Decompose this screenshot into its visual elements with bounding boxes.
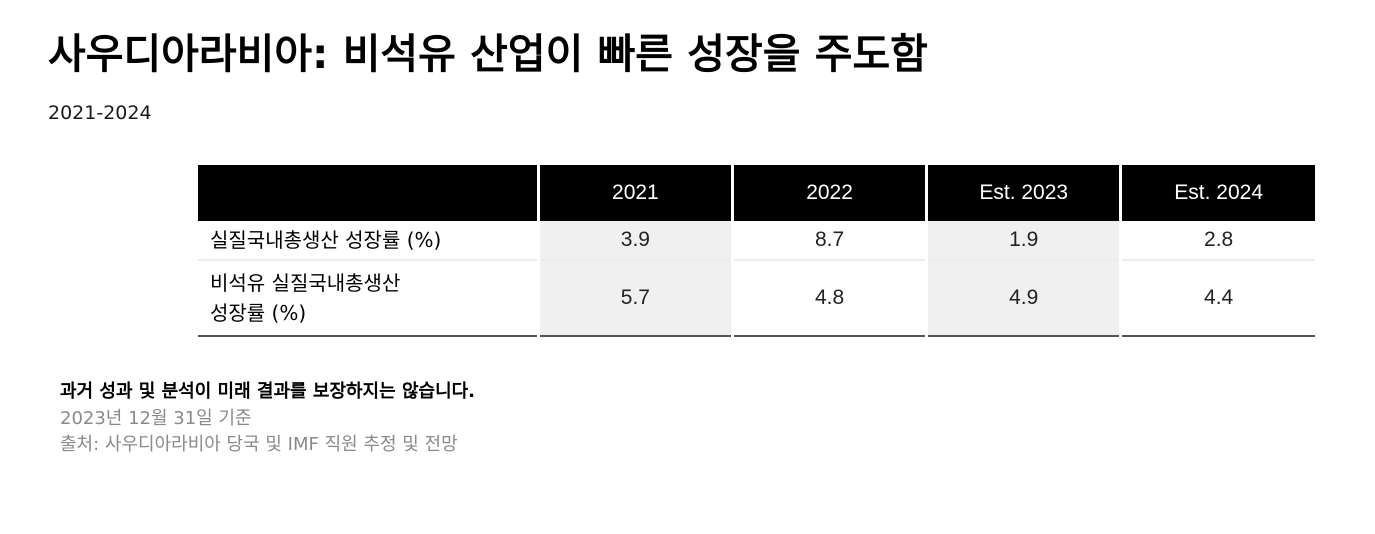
value-non-oil-2021: 5.7 xyxy=(536,260,733,337)
row-label-real-gdp: 실질국내총생산 성장률 (%) xyxy=(198,221,539,261)
header-est-2024: Est. 2024 xyxy=(1119,165,1315,221)
table-row-non-oil-gdp: 비석유 실질국내총생산 성장률 (%) 5.7 4.8 4.9 4.4 xyxy=(198,260,1315,337)
header-est-2023: Est. 2023 xyxy=(925,165,1121,221)
value-real-gdp-2022: 8.7 xyxy=(730,221,927,261)
row-label-non-oil-line1: 비석유 실질국내총생산 xyxy=(210,271,401,295)
source-note: 출처: 사우디아라비아 당국 및 IMF 직원 추정 및 전망 xyxy=(60,434,458,455)
table-header-row: 2021 2022 Est. 2023 Est. 2024 xyxy=(198,165,1315,221)
value-real-gdp-2023: 1.9 xyxy=(925,221,1121,261)
footnotes: 과거 성과 및 분석이 미래 결과를 보장하지는 않습니다. 2023년 12월… xyxy=(60,378,475,458)
gdp-growth-table: 2021 2022 Est. 2023 Est. 2024 실질국내총생산 성장… xyxy=(198,165,1315,337)
table-row-real-gdp: 실질국내총생산 성장률 (%) 3.9 8.7 1.9 2.8 xyxy=(198,221,1315,261)
header-corner-cell xyxy=(198,165,539,221)
value-real-gdp-2024: 2.8 xyxy=(1119,221,1315,261)
value-real-gdp-2021: 3.9 xyxy=(536,221,733,261)
disclaimer-note: 과거 성과 및 분석이 미래 결과를 보장하지는 않습니다. xyxy=(60,381,476,402)
chart-subtitle: 2021-2024 xyxy=(48,102,152,124)
value-non-oil-2022: 4.8 xyxy=(730,260,927,337)
row-label-non-oil-line2: 성장률 (%) xyxy=(210,301,307,325)
header-2021: 2021 xyxy=(536,165,733,221)
value-non-oil-2024: 4.4 xyxy=(1119,260,1315,337)
date-note: 2023년 12월 31일 기준 xyxy=(60,408,252,429)
header-2022: 2022 xyxy=(730,165,927,221)
chart-title: 사우디아라비아: 비석유 산업이 빠른 성장을 주도함 xyxy=(48,30,928,78)
value-non-oil-2023: 4.9 xyxy=(925,260,1121,337)
row-label-non-oil-gdp: 비석유 실질국내총생산 성장률 (%) xyxy=(198,260,539,337)
